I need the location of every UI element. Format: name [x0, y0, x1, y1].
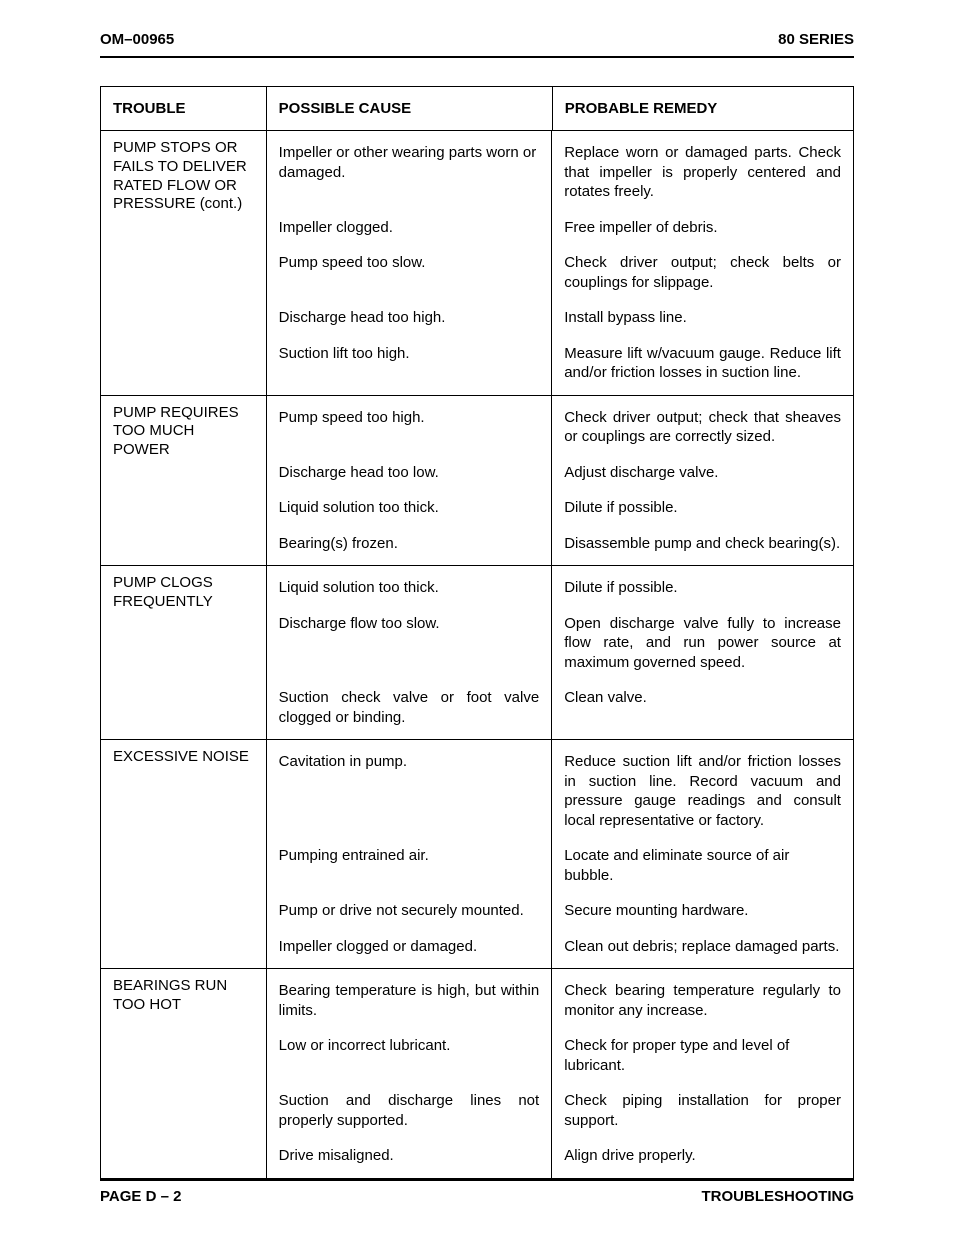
trouble-label: PUMP STOPS OR FAILS TO DELIVER RATED FLO… [113, 139, 254, 214]
possible-cause: Suction lift too high. [267, 336, 553, 395]
header-left: OM–00965 [100, 30, 174, 50]
probable-remedy: Clean out debris; replace damaged parts. [552, 929, 853, 969]
table-row: EXCESSIVE NOISE Cavitation in pump.Reduce… [101, 740, 854, 969]
cause-remedy-pair: Suction and discharge lines not properly… [267, 1083, 853, 1138]
probable-remedy: Align drive properly. [552, 1138, 853, 1178]
possible-cause: Low or incorrect lubricant. [267, 1028, 553, 1083]
table-row: PUMP STOPS OR FAILS TO DELIVER RATED FLO… [101, 131, 854, 396]
probable-remedy: Check bearing temperature regularly to m… [552, 969, 853, 1028]
cause-remedy-pair: Impeller clogged.Free impeller of debris… [267, 210, 853, 246]
cause-remedy-pair: Pump or drive not securely mounted.Secur… [267, 893, 853, 929]
trouble-label: PUMP CLOGS FREQUENTLY [113, 574, 223, 612]
trouble-label: PUMP REQUIRES TOO MUCH POWER [113, 404, 254, 460]
possible-cause: Cavitation in pump. [267, 740, 553, 838]
cause-remedy-cell: Bearing temperature is high, but within … [266, 969, 853, 1179]
possible-cause: Discharge flow too slow. [267, 606, 553, 681]
probable-remedy: Check for proper type and level of lubri… [552, 1028, 853, 1083]
trouble-cell: PUMP STOPS OR FAILS TO DELIVER RATED FLO… [101, 131, 267, 396]
cause-remedy-pair: Bearing(s) frozen.Disassemble pump and c… [267, 526, 853, 566]
cause-remedy-cell: Impeller or other wearing parts worn or … [266, 131, 853, 396]
col-header-trouble: TROUBLE [101, 86, 267, 131]
possible-cause: Liquid solution too thick. [267, 490, 553, 526]
possible-cause: Pump or drive not securely mounted. [267, 893, 553, 929]
footer-left: PAGE D – 2 [100, 1187, 181, 1207]
col-header-remedy: PROBABLE REMEDY [552, 86, 853, 131]
possible-cause: Liquid solution too thick. [267, 566, 553, 606]
cause-remedy-pair: Discharge flow too slow.Open discharge v… [267, 606, 853, 681]
possible-cause: Pumping entrained air. [267, 838, 553, 893]
possible-cause: Discharge head too high. [267, 300, 553, 336]
table-row: PUMP REQUIRES TOO MUCH POWERPump speed t… [101, 395, 854, 566]
trouble-label: BEARINGS RUN TOO HOT [113, 977, 254, 1015]
probable-remedy: Locate and eliminate source of air bubbl… [552, 838, 853, 893]
possible-cause: Discharge head too low. [267, 455, 553, 491]
cause-remedy-cell: Pump speed too high.Check driver output;… [266, 395, 853, 566]
table-header-row: TROUBLE POSSIBLE CAUSE PROBABLE REMEDY [101, 86, 854, 131]
cause-remedy-pair: Impeller or other wearing parts worn or … [267, 131, 853, 210]
cause-remedy-pair: Liquid solution too thick.Dilute if poss… [267, 566, 853, 606]
cause-remedy-pair: Pump speed too slow.Check driver output;… [267, 245, 853, 300]
trouble-label: EXCESSIVE NOISE [113, 748, 254, 767]
possible-cause: Pump speed too high. [267, 396, 553, 455]
trouble-cell: PUMP REQUIRES TOO MUCH POWER [101, 395, 267, 566]
probable-remedy: Adjust discharge valve. [552, 455, 853, 491]
probable-remedy: Measure lift w/vacuum gauge. Reduce lift… [552, 336, 853, 395]
possible-cause: Bearing(s) frozen. [267, 526, 553, 566]
troubleshooting-table: TROUBLE POSSIBLE CAUSE PROBABLE REMEDY P… [100, 86, 854, 1179]
header-right: 80 SERIES [778, 30, 854, 50]
probable-remedy: Install bypass line. [552, 300, 853, 336]
probable-remedy: Secure mounting hardware. [552, 893, 853, 929]
table-row: BEARINGS RUN TOO HOT Bearing temperature … [101, 969, 854, 1179]
footer-right: TROUBLESHOOTING [702, 1187, 855, 1207]
probable-remedy: Check driver output; check that sheaves … [552, 396, 853, 455]
cause-remedy-pair: Suction lift too high.Measure lift w/vac… [267, 336, 853, 395]
possible-cause: Impeller or other wearing parts worn or … [267, 131, 553, 210]
cause-remedy-pair: Suction check valve or foot valve clogge… [267, 680, 853, 739]
possible-cause: Suction and discharge lines not properly… [267, 1083, 553, 1138]
table-row: PUMP CLOGS FREQUENTLY Liquid solution too… [101, 566, 854, 740]
cause-remedy-pair: Pumping entrained air.Locate and elimina… [267, 838, 853, 893]
cause-remedy-pair: Impeller clogged or damaged.Clean out de… [267, 929, 853, 969]
probable-remedy: Dilute if possible. [552, 490, 853, 526]
probable-remedy: Replace worn or damaged parts. Check tha… [552, 131, 853, 210]
probable-remedy: Free impeller of debris. [552, 210, 853, 246]
probable-remedy: Reduce suction lift and/or friction loss… [552, 740, 853, 838]
probable-remedy: Clean valve. [552, 680, 853, 739]
cause-remedy-cell: Liquid solution too thick.Dilute if poss… [266, 566, 853, 740]
possible-cause: Bearing temperature is high, but within … [267, 969, 553, 1028]
trouble-cell: BEARINGS RUN TOO HOT [101, 969, 267, 1179]
col-header-cause: POSSIBLE CAUSE [266, 86, 552, 131]
possible-cause: Suction check valve or foot valve clogge… [267, 680, 553, 739]
cause-remedy-pair: Cavitation in pump.Reduce suction lift a… [267, 740, 853, 838]
cause-remedy-pair: Pump speed too high.Check driver output;… [267, 396, 853, 455]
page-footer: PAGE D – 2 TROUBLESHOOTING [100, 1179, 854, 1207]
cause-remedy-pair: Bearing temperature is high, but within … [267, 969, 853, 1028]
probable-remedy: Open discharge valve fully to increase f… [552, 606, 853, 681]
probable-remedy: Dilute if possible. [552, 566, 853, 606]
possible-cause: Drive misaligned. [267, 1138, 553, 1178]
probable-remedy: Check piping installation for proper sup… [552, 1083, 853, 1138]
possible-cause: Impeller clogged. [267, 210, 553, 246]
possible-cause: Impeller clogged or damaged. [267, 929, 553, 969]
cause-remedy-cell: Cavitation in pump.Reduce suction lift a… [266, 740, 853, 969]
cause-remedy-pair: Drive misaligned.Align drive properly. [267, 1138, 853, 1178]
trouble-cell: EXCESSIVE NOISE [101, 740, 267, 969]
probable-remedy: Disassemble pump and check bearing(s). [552, 526, 853, 566]
probable-remedy: Check driver output; check belts or coup… [552, 245, 853, 300]
cause-remedy-pair: Discharge head too low.Adjust discharge … [267, 455, 853, 491]
trouble-cell: PUMP CLOGS FREQUENTLY [101, 566, 267, 740]
cause-remedy-pair: Liquid solution too thick.Dilute if poss… [267, 490, 853, 526]
possible-cause: Pump speed too slow. [267, 245, 553, 300]
page-header: OM–00965 80 SERIES [100, 30, 854, 58]
cause-remedy-pair: Discharge head too high.Install bypass l… [267, 300, 853, 336]
cause-remedy-pair: Low or incorrect lubricant.Check for pro… [267, 1028, 853, 1083]
